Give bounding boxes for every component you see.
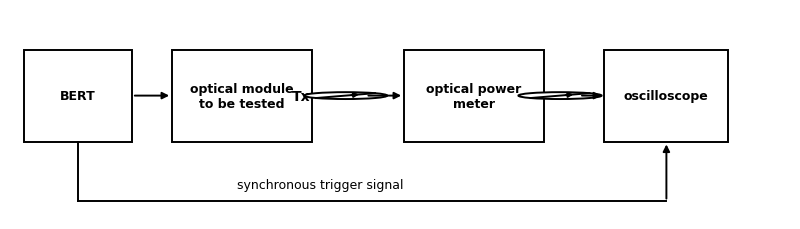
- Text: Tx: Tx: [292, 89, 310, 103]
- Text: synchronous trigger signal: synchronous trigger signal: [237, 178, 403, 191]
- Text: oscilloscope: oscilloscope: [624, 90, 708, 103]
- Text: BERT: BERT: [60, 90, 96, 103]
- Bar: [24, 50, 132, 142]
- Ellipse shape: [518, 93, 602, 100]
- Bar: [172, 50, 312, 142]
- Bar: [404, 50, 544, 142]
- Ellipse shape: [304, 93, 387, 100]
- Bar: [604, 50, 728, 142]
- Text: optical power
meter: optical power meter: [426, 82, 522, 110]
- Text: optical module
to be tested: optical module to be tested: [190, 82, 294, 110]
